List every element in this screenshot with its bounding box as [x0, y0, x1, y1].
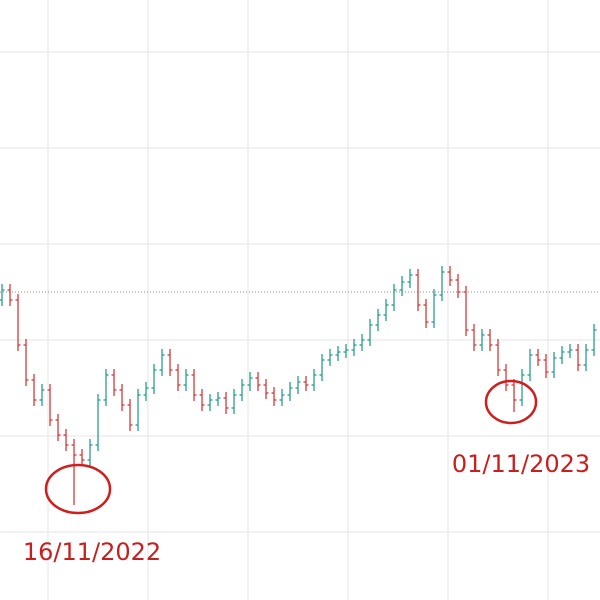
- ohlc-bar: [431, 289, 437, 328]
- ohlc-bar: [263, 379, 269, 399]
- ohlc-bar: [575, 344, 581, 371]
- ohlc-bar: [207, 394, 213, 411]
- annotation: 01/11/2023: [452, 450, 590, 478]
- ohlc-bar: [415, 269, 421, 311]
- ohlc-bar: [535, 349, 541, 366]
- ohlc-bar: [351, 339, 357, 356]
- plot-area: [0, 266, 600, 505]
- ohlc-bar: [135, 389, 141, 431]
- ohlc-bar: [407, 269, 413, 288]
- ohlc-bar: [47, 384, 53, 426]
- ohlc-bar: [39, 384, 45, 406]
- ohlc-bar: [223, 392, 229, 414]
- ohlc-bar: [63, 429, 69, 451]
- ohlc-bar: [271, 387, 277, 406]
- ohlc-bar: [551, 352, 557, 378]
- ohlc-bar: [175, 364, 181, 391]
- highlight-circle: [44, 463, 112, 515]
- ohlc-bar: [327, 349, 333, 366]
- ohlc-bar: [383, 299, 389, 321]
- ohlc-bar: [23, 339, 29, 386]
- ohlc-bar: [79, 449, 85, 466]
- ohlc-bar: [55, 414, 61, 441]
- ohlc-bar: [335, 346, 341, 361]
- ohlc-bar: [71, 439, 77, 505]
- ohlc-bar: [527, 349, 533, 381]
- ohlc-bar: [591, 324, 597, 356]
- ohlc-bar: [423, 299, 429, 328]
- ohlc-bar: [447, 266, 453, 286]
- ohlc-bar: [559, 346, 565, 364]
- ohlc-bar: [111, 369, 117, 396]
- ohlc-bar: [567, 344, 573, 358]
- ohlc-bar: [439, 266, 445, 301]
- annotation: 16/11/2022: [23, 538, 161, 566]
- ohlc-bar: [311, 369, 317, 391]
- ohlc-bar: [319, 354, 325, 381]
- ohlc-bar: [87, 439, 93, 466]
- ohlc-bar: [487, 329, 493, 351]
- ohlc-bar: [143, 382, 149, 401]
- ohlc-bar: [0, 284, 5, 306]
- ohlc-bar: [511, 379, 517, 412]
- ohlc-bar: [231, 389, 237, 414]
- ohlc-bar: [215, 392, 221, 406]
- ohlc-bar: [95, 394, 101, 451]
- ohlc-bar: [375, 309, 381, 331]
- ohlc-bar: [479, 329, 485, 351]
- ohlc-bar: [503, 364, 509, 391]
- ohlc-bar: [287, 382, 293, 401]
- ohlc-bar: [167, 349, 173, 376]
- ohlc-bar: [199, 389, 205, 411]
- ohlc-bar: [455, 274, 461, 298]
- ohlc-bar: [471, 324, 477, 351]
- ohlc-bar: [183, 369, 189, 391]
- ohlc-bar: [31, 374, 37, 406]
- ohlc-bar: [583, 344, 589, 371]
- ohlc-bar: [239, 379, 245, 401]
- ohlc-bar: [7, 284, 13, 306]
- ohlc-bar: [127, 399, 133, 431]
- ohlc-bar: [119, 384, 125, 411]
- ohlc-bar: [391, 284, 397, 311]
- ohlc-bar: [103, 369, 109, 406]
- ohlc-bar: [279, 389, 285, 406]
- ohlc-bar: [399, 276, 405, 296]
- ohlc-bar: [15, 294, 21, 351]
- ohlc-bar: [303, 376, 309, 391]
- ohlc-bar: [463, 286, 469, 336]
- ohlc-bar: [159, 349, 165, 376]
- highlight-circle: [484, 379, 538, 425]
- ohlc-bar: [255, 372, 261, 391]
- ohlc-bar: [295, 376, 301, 394]
- ohlc-bar: [367, 319, 373, 346]
- ohlc-bar: [343, 344, 349, 358]
- ohlc-bar: [543, 354, 549, 378]
- ohlc-bar: [359, 334, 365, 351]
- ohlc-bar: [519, 369, 525, 406]
- ohlc-bar: [191, 369, 197, 401]
- ohlc-bar: [151, 364, 157, 394]
- ohlc-bar: [247, 372, 253, 391]
- ohlc-bar: [495, 339, 501, 376]
